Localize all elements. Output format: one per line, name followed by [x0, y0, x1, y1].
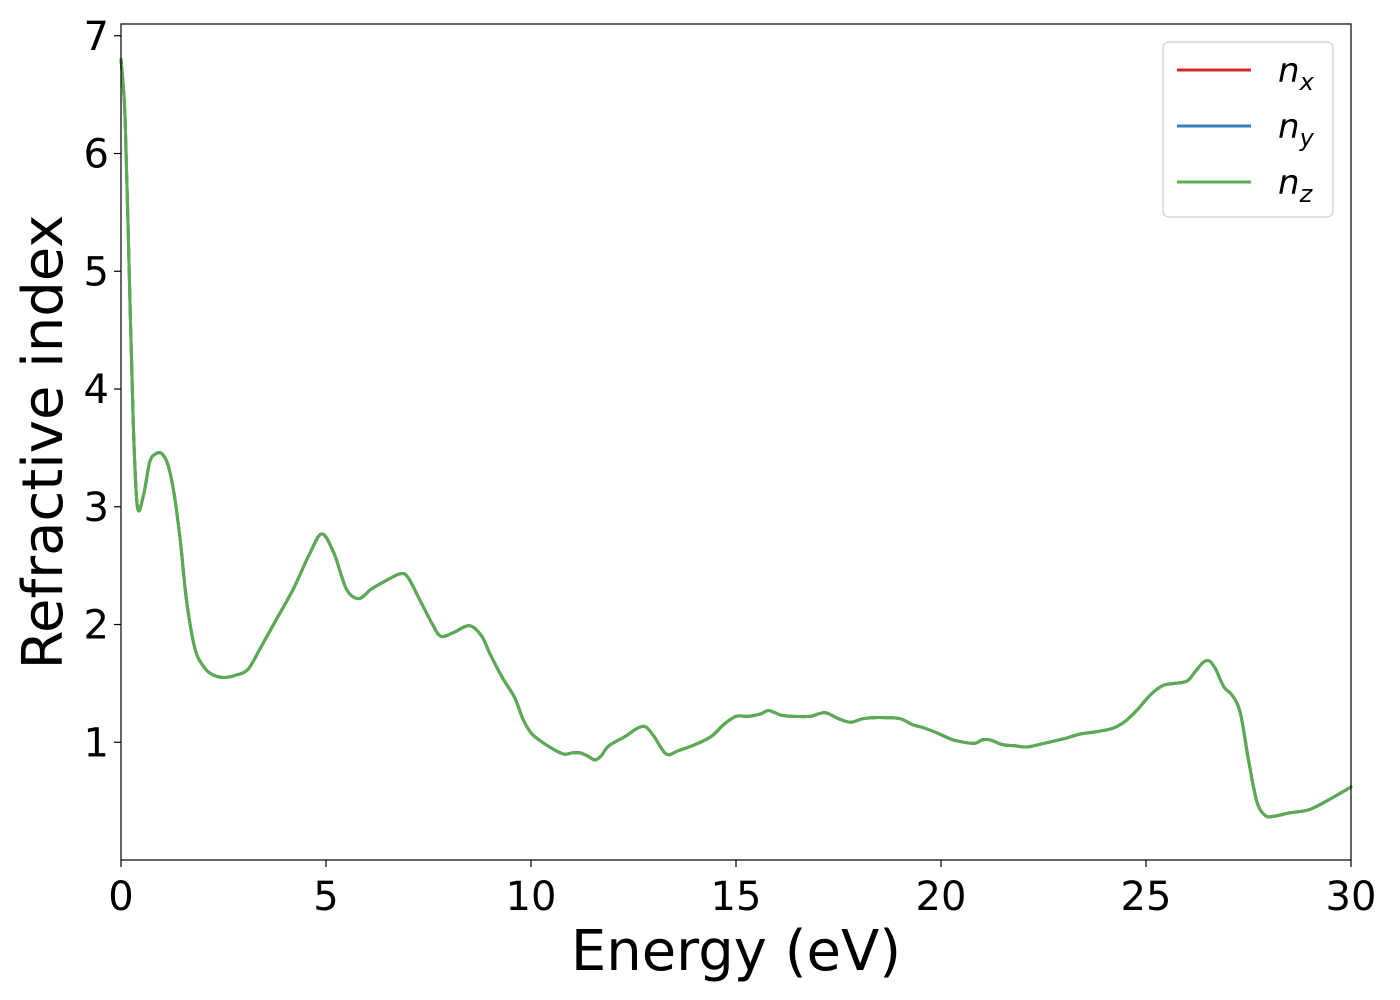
y-axis-label: Refractive index: [11, 215, 76, 670]
x-tick-label: 0: [108, 874, 133, 920]
y-tick-label: 2: [84, 603, 109, 649]
legend-label-y: ny: [1278, 107, 1315, 152]
series-line-z: [119, 57, 1353, 819]
y-tick-label: 6: [84, 132, 109, 178]
y-tick-label: 1: [84, 720, 109, 766]
y-tick-label: 3: [84, 485, 109, 531]
y-tick-label: 5: [84, 249, 109, 295]
legend-label-x: nx: [1278, 51, 1315, 96]
x-axis-ticks: 0 5 10 15 20 25 30: [108, 860, 1376, 920]
y-tick-label: 4: [84, 367, 109, 413]
x-tick-label: 30: [1326, 874, 1377, 920]
y-axis-ticks: 1 2 3 4 5 6 7: [84, 14, 121, 766]
y-tick-label: 7: [84, 14, 109, 60]
x-tick-label: 25: [1121, 874, 1172, 920]
x-tick-label: 5: [313, 874, 338, 920]
series-layer: [119, 57, 1353, 819]
x-axis-label: Energy (eV): [571, 919, 901, 984]
legend: nx ny nz: [1162, 41, 1334, 218]
legend-label-z: nz: [1278, 163, 1314, 208]
x-tick-label: 15: [711, 874, 762, 920]
legend-box: [1162, 41, 1334, 218]
x-tick-label: 20: [916, 874, 967, 920]
x-tick-label: 10: [506, 874, 557, 920]
